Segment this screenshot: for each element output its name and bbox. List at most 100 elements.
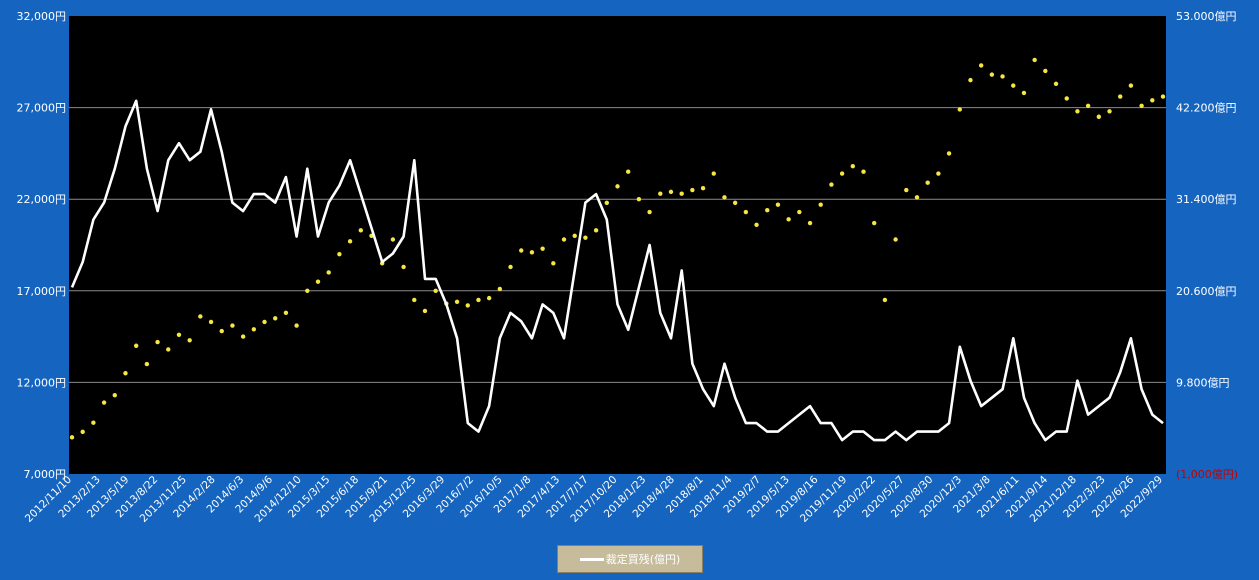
y-left-tick-label: 32,000円 <box>17 10 67 23</box>
series-point-0 <box>561 237 567 242</box>
plot-area <box>69 16 1166 474</box>
series-line-1 <box>70 99 1164 442</box>
series-point-0 <box>112 393 117 398</box>
series-point-0 <box>497 286 503 292</box>
legend: 裁定買残(億円) <box>557 545 703 573</box>
series-point-0 <box>155 339 160 345</box>
series-point-0 <box>326 270 331 275</box>
series-point-0 <box>1032 57 1037 63</box>
series-point-0 <box>968 77 973 83</box>
series-point-0 <box>978 63 984 68</box>
series-point-0 <box>540 246 545 251</box>
series-point-0 <box>454 299 460 304</box>
series-point-0 <box>91 420 96 425</box>
series-point-0 <box>936 171 941 176</box>
series-point-0 <box>668 189 674 195</box>
series-point-0 <box>305 288 310 293</box>
series-point-0 <box>69 435 75 440</box>
series-point-0 <box>807 220 813 226</box>
series-point-0 <box>208 319 214 325</box>
y-right-axis: (1,000億円) 9.800億円 20.600億円 31.400億円 42.200億円… <box>1176 10 1238 481</box>
y-left-tick-label: 12,000円 <box>17 376 67 389</box>
series-point-0 <box>1053 81 1059 86</box>
series-point-0 <box>1107 109 1112 114</box>
series-point-0 <box>1021 90 1027 96</box>
series-point-0 <box>133 343 139 348</box>
y-left-tick-label: 27,000円 <box>17 102 67 115</box>
series-point-0 <box>658 191 663 196</box>
series-point-0 <box>422 308 428 314</box>
series-point-0 <box>1096 114 1102 119</box>
series-point-0 <box>690 187 695 193</box>
series-point-0 <box>636 197 642 202</box>
series-point-0 <box>1043 68 1048 74</box>
series-point-0 <box>839 171 845 176</box>
series-point-0 <box>647 209 652 215</box>
series-point-0 <box>101 400 107 405</box>
series-point-0 <box>176 332 182 337</box>
series-point-0 <box>476 297 481 303</box>
series-point-0 <box>273 316 278 321</box>
legend-line-swatch <box>579 557 604 561</box>
series-point-0 <box>1150 98 1155 103</box>
series-point-0 <box>1085 103 1091 108</box>
series-point-0 <box>882 297 888 303</box>
series-point-0 <box>604 200 610 206</box>
series-point-0 <box>433 288 438 293</box>
series-point-0 <box>294 323 299 328</box>
series-point-0 <box>508 264 513 270</box>
series-point-0 <box>80 429 85 435</box>
y-left-tick-label: 7,000円 <box>24 468 67 481</box>
series-point-0 <box>486 295 492 301</box>
series-point-0 <box>337 251 342 257</box>
series-point-0 <box>861 169 866 174</box>
series-point-0 <box>989 72 995 77</box>
series-point-0 <box>925 180 930 185</box>
series-point-0 <box>593 228 599 233</box>
series-point-0 <box>315 279 321 284</box>
series-point-0 <box>572 233 577 239</box>
series-point-0 <box>283 310 289 315</box>
series-point-0 <box>872 220 877 226</box>
series-point-0 <box>743 209 749 215</box>
series-point-0 <box>1011 83 1016 88</box>
series-point-0 <box>775 202 781 207</box>
series-point-0 <box>240 334 246 339</box>
series-point-0 <box>1118 94 1123 99</box>
series-point-0 <box>625 169 631 174</box>
series-point-0 <box>187 338 192 343</box>
series-point-0 <box>1064 96 1069 101</box>
series-point-0 <box>722 195 727 200</box>
series-point-0 <box>123 371 128 376</box>
series-point-0 <box>412 297 417 303</box>
series-point-0 <box>946 151 952 156</box>
series-point-0 <box>765 207 770 213</box>
y-right-tick-label: 31.400億円 <box>1176 193 1237 206</box>
series-point-0 <box>914 195 920 200</box>
series-point-0 <box>732 200 738 206</box>
series-point-0 <box>818 202 823 207</box>
series-point-0 <box>754 222 759 228</box>
y-left-tick-label: 22,000円 <box>17 193 67 206</box>
series-point-0 <box>219 328 224 334</box>
series-point-0 <box>893 237 898 242</box>
series-point-0 <box>786 217 791 222</box>
series-point-0 <box>529 250 535 255</box>
series-point-0 <box>465 303 470 308</box>
y-right-tick-label: 53.000億円 <box>1176 10 1237 23</box>
series-point-0 <box>700 186 706 191</box>
series-point-0 <box>850 164 856 169</box>
series-point-0 <box>230 323 235 328</box>
series-point-0 <box>358 228 363 233</box>
series-point-0 <box>262 319 267 325</box>
series-layer <box>69 57 1166 442</box>
series-point-0 <box>1139 103 1144 108</box>
y-right-tick-label: 9.800億円 <box>1176 376 1230 389</box>
series-point-0 <box>829 182 834 187</box>
series-point-0 <box>390 237 396 242</box>
x-axis: 2012/11/102013/2/132013/5/192013/8/22201… <box>23 473 1165 525</box>
y-left-axis: 7,000円 12,000円 17,000円 22,000円 27,000円 32,000… <box>17 10 67 481</box>
series-point-0 <box>1128 83 1134 88</box>
